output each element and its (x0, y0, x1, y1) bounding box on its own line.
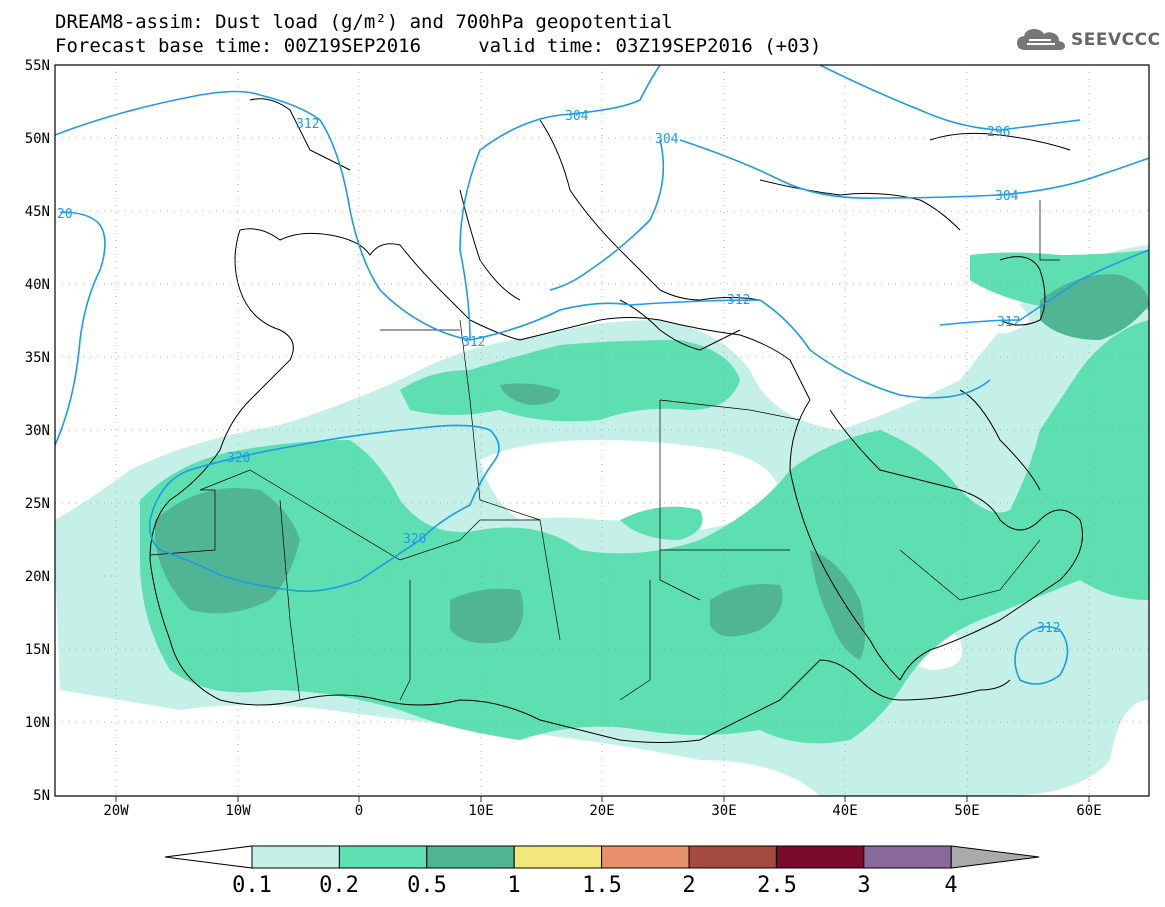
lon-label: 30E (711, 803, 736, 819)
map-frame (54, 64, 1150, 797)
contour-label: 312 (1037, 621, 1060, 636)
dust-layer-mid (140, 250, 1149, 744)
legend-tick: 1 (507, 873, 520, 898)
lat-label: 15N (25, 642, 50, 658)
legend-tick: 1.5 (582, 873, 622, 898)
lon-label: 50E (954, 803, 979, 819)
legend-tick: 2.5 (757, 873, 797, 898)
legend-swatch (251, 845, 340, 869)
legend-swatch (338, 845, 428, 869)
legend-tick: 2 (682, 873, 695, 898)
lon-label: 20W (103, 803, 129, 819)
legend-tick: 0.5 (407, 873, 447, 898)
lon-label: 0 (355, 803, 363, 819)
legend-arrow-high (950, 845, 1040, 869)
legend-swatch (513, 845, 603, 869)
legend-arrow-low (164, 845, 253, 869)
contour-label: 304 (995, 189, 1019, 204)
lat-label: 10N (25, 715, 50, 731)
country-borders (149, 200, 1060, 701)
lat-label: 35N (25, 350, 50, 366)
lat-label: 40N (25, 277, 50, 293)
legend-swatch (775, 845, 865, 869)
contour-label: 320 (403, 532, 426, 547)
lon-label: 10W (225, 803, 251, 819)
legend-tick: 0.2 (319, 873, 359, 898)
lat-label: 55N (25, 58, 50, 74)
lat-label: 25N (25, 496, 50, 512)
legend-ticks: 0.1 0.2 0.5 1 1.5 2 2.5 3 4 (232, 873, 958, 898)
contour-label: 312 (462, 335, 485, 350)
map-subtitle: Forecast base time: 00Z19SEP2016 valid t… (55, 35, 822, 57)
logo-text: SEEVCCC (1071, 30, 1161, 50)
contour-label: 304 (565, 109, 589, 124)
lat-label: 20N (25, 569, 50, 585)
lat-label: 30N (25, 423, 50, 439)
lat-label: 50N (25, 131, 50, 147)
geopotential-contours (55, 65, 1149, 685)
legend-swatch (601, 845, 690, 869)
lon-label: 60E (1076, 803, 1101, 819)
seevccc-logo: SEEVCCC (1015, 26, 1161, 54)
contour-labels: 304 304 296 304 312 312 312 312 320 320 … (57, 109, 1060, 636)
lon-label: 10E (468, 803, 493, 819)
lon-axis: 20W 10W 0 10E 20E 30E 40E 50E 60E (103, 803, 1101, 819)
contour-label: 20 (57, 207, 73, 222)
lon-label: 20E (589, 803, 614, 819)
map-title: DREAM8-assim: Dust load (g/m²) and 700hP… (55, 11, 673, 33)
contour-label: 320 (227, 451, 250, 466)
lon-label: 40E (832, 803, 857, 819)
contour-label: 312 (727, 293, 750, 308)
contour-label: 312 (296, 117, 319, 132)
legend-tick: 3 (857, 873, 870, 898)
contour-label: 304 (655, 132, 679, 147)
legend-colorbar (164, 845, 1040, 869)
lat-axis: 55N 50N 45N 40N 35N 30N 25N 20N 15N 10N … (25, 58, 50, 804)
legend-swatch (863, 845, 952, 869)
legend-swatch (688, 845, 777, 869)
graticule (55, 65, 1149, 802)
contour-label: 312 (997, 315, 1020, 330)
legend-tick: 4 (944, 873, 957, 898)
lat-label: 45N (25, 204, 50, 220)
legend-swatch (426, 845, 515, 869)
dust-layer-dark (155, 274, 1149, 660)
lat-label: 5N (33, 788, 50, 804)
contour-label: 296 (987, 125, 1010, 140)
cloud-icon (1017, 29, 1065, 50)
coastlines (149, 98, 1083, 743)
legend-tick: 0.1 (232, 873, 272, 898)
